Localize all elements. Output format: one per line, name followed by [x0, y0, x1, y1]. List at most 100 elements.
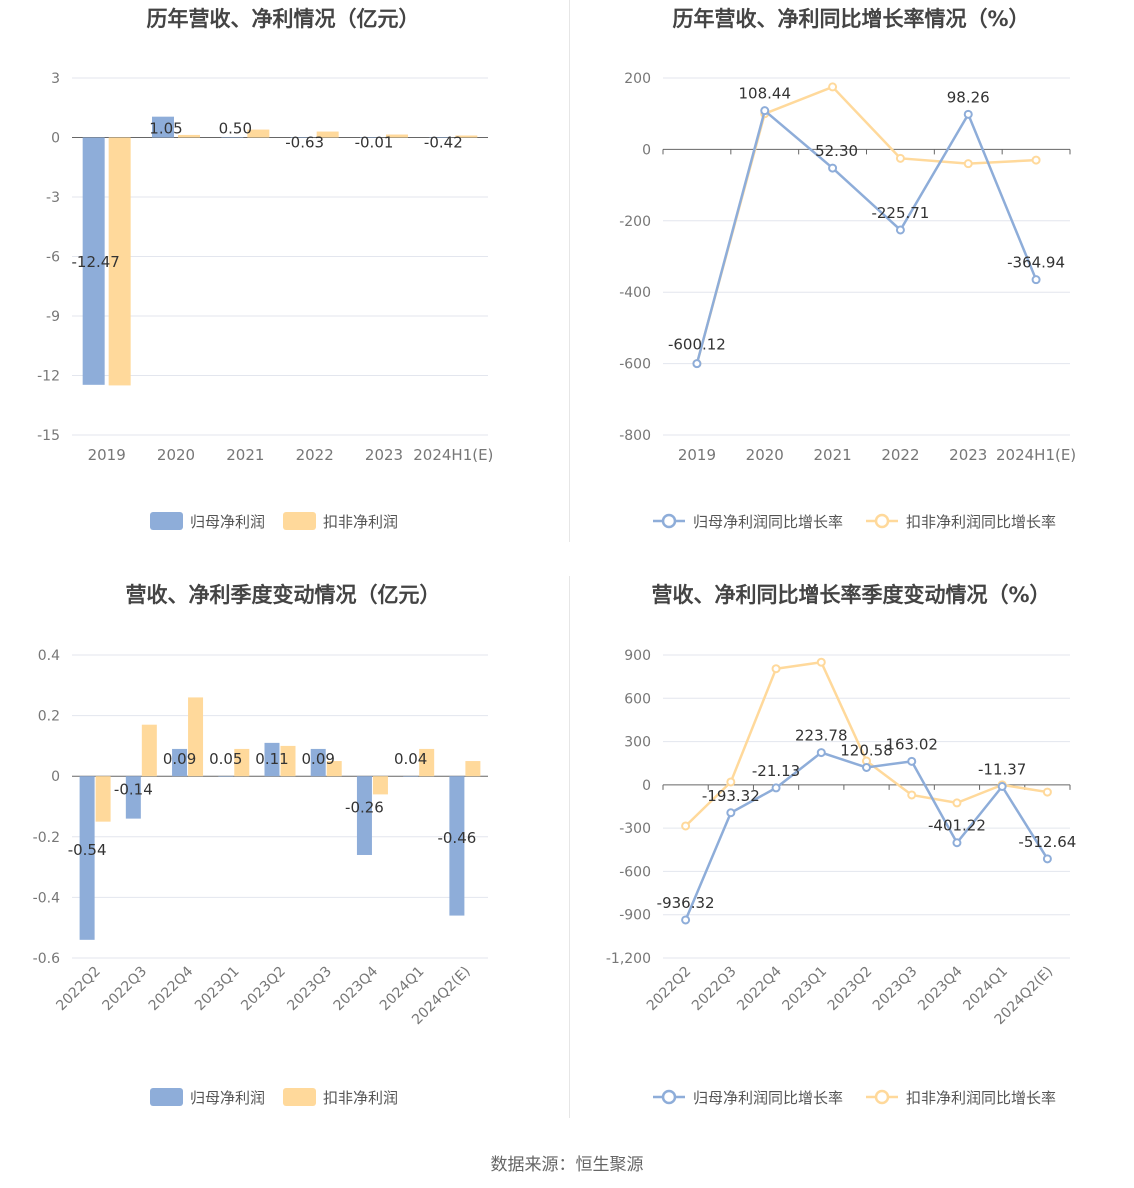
chart-title: 历年营收、净利同比增长率情况（%） [672, 7, 1029, 31]
data-label: -512.64 [1018, 833, 1076, 851]
line-point [1031, 275, 1041, 285]
legend-swatch [283, 1088, 316, 1106]
data-label: 0.09 [163, 750, 196, 768]
x-tick-label: 2021 [813, 446, 851, 464]
x-tick-label: 2023Q3 [870, 964, 921, 1015]
bar-net-profit [429, 137, 452, 138]
legend-label: 归母净利润同比增长率 [693, 513, 843, 531]
line-point [726, 808, 736, 818]
y-tick-label: -600 [619, 357, 651, 373]
legend-label: 归母净利润 [190, 513, 265, 531]
legend-label: 扣非净利润同比增长率 [906, 1089, 1056, 1107]
y-tick-label: -12 [37, 369, 60, 385]
data-label: -401.22 [928, 817, 986, 835]
legend-swatch [283, 512, 316, 530]
bar-net-profit [264, 742, 280, 777]
annual-growth-chart: 历年营收、净利同比增长率情况（%） 200 0 -200 -400 -600 -800 201… [619, 7, 1076, 531]
y-tick-label: -6 [46, 250, 60, 266]
bar-net-profit [125, 776, 141, 819]
line-point [681, 821, 691, 831]
x-tick-label: 2022Q4 [734, 963, 785, 1014]
data-label: -0.14 [114, 780, 153, 798]
line-point [1031, 155, 1041, 165]
vertical-divider-bottom [569, 576, 570, 1118]
bar-net-profit [152, 116, 174, 138]
data-label: -193.32 [702, 787, 760, 805]
legend-swatch-marker [874, 513, 890, 529]
x-tick-label: 2023Q1 [780, 964, 831, 1015]
bar-net-profit [449, 776, 465, 916]
data-label: 0.50 [219, 120, 252, 138]
x-tick-label: 2023 [949, 446, 987, 464]
legend-swatch [150, 512, 183, 530]
legend-swatch-marker [661, 513, 677, 529]
legend-label: 扣非净利润同比增长率 [906, 513, 1056, 531]
x-tick-label: 2022Q3 [689, 964, 740, 1015]
bar-adjusted-net-profit [280, 745, 296, 777]
bar-net-profit [310, 748, 326, 777]
line-point [862, 762, 871, 772]
line-adjusted-growth [695, 85, 1037, 364]
y-tick-label: -1,200 [606, 951, 651, 967]
line-point [692, 359, 702, 369]
vertical-divider-top [569, 0, 570, 542]
bar-net-profit [82, 137, 105, 385]
chart-title: 历年营收、净利情况（亿元） [147, 7, 420, 31]
bar-adjusted-net-profit [247, 129, 270, 138]
x-tick-label: 2023Q2 [238, 964, 289, 1015]
bar-net-profit [79, 776, 95, 940]
bar-adjusted-net-profit [465, 761, 481, 777]
line-point [997, 781, 1007, 791]
x-tick-label: 2024H1(E) [996, 446, 1076, 464]
bar-adjusted-net-profit [141, 724, 157, 777]
y-tick-label: 0.4 [38, 648, 60, 664]
bar-adjusted-net-profit [95, 776, 111, 822]
bar-adjusted-net-profit [108, 137, 131, 386]
y-tick-label: -900 [619, 908, 651, 924]
bar-adjusted-net-profit [386, 134, 408, 138]
data-label: -936.32 [657, 894, 715, 912]
data-label: -0.01 [355, 134, 394, 152]
x-tick-label: 2022 [881, 446, 919, 464]
data-label: -12.47 [71, 253, 119, 271]
line-point [771, 783, 781, 793]
line-point [828, 163, 838, 173]
line-point [963, 109, 973, 119]
x-tick-label: 2023 [365, 446, 403, 464]
data-label: -0.26 [345, 799, 384, 817]
y-tick-label: 0.2 [38, 709, 60, 725]
legend-swatch [150, 1088, 183, 1106]
data-label: -11.37 [978, 760, 1026, 778]
data-label: -225.71 [871, 204, 929, 222]
data-label: 163.02 [885, 735, 938, 753]
bar-adjusted-net-profit [316, 131, 339, 138]
bar-adjusted-net-profit [234, 748, 250, 777]
y-tick-label: 3 [51, 71, 60, 87]
data-label: 0.11 [255, 750, 288, 768]
chart-title: 营收、净利同比增长率季度变动情况（%） [651, 583, 1050, 607]
line-point [771, 664, 781, 674]
legend-label: 扣非净利润 [323, 1089, 398, 1107]
x-tick-label: 2024H1(E) [413, 446, 493, 464]
data-label: 0.09 [302, 750, 335, 768]
bar-adjusted-net-profit [188, 697, 204, 777]
bar-adjusted-net-profit [178, 134, 200, 138]
line-point [681, 915, 691, 925]
line-point [816, 748, 826, 758]
y-tick-label: 300 [624, 735, 651, 751]
x-tick-label: 2020 [157, 446, 195, 464]
bar-adjusted-net-profit [419, 748, 435, 777]
legend-swatch-marker [874, 1089, 890, 1105]
line-point [895, 153, 905, 163]
bar-net-profit [221, 137, 244, 138]
y-tick-label: 900 [624, 648, 651, 664]
line-point [952, 798, 962, 808]
bar-net-profit [218, 776, 234, 777]
line-point [907, 756, 917, 766]
legend-swatch-marker [661, 1089, 677, 1105]
y-tick-label: -0.4 [33, 890, 60, 906]
data-label: -21.13 [752, 762, 800, 780]
y-tick-label: -0.2 [33, 830, 60, 846]
x-tick-label: 2019 [678, 446, 716, 464]
data-source: 数据来源：恒生聚源 [490, 1155, 644, 1175]
